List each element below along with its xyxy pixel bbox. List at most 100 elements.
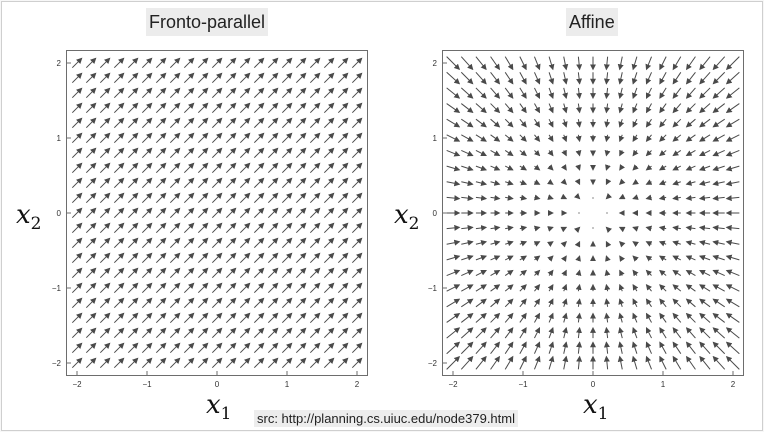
field-arrow <box>295 147 307 159</box>
field-arrow <box>504 298 514 308</box>
field-arrow <box>475 165 488 171</box>
field-arrow <box>561 149 567 157</box>
field-arrow <box>99 252 111 264</box>
field-arrow <box>547 269 554 277</box>
field-arrow <box>323 192 335 204</box>
field-arrow <box>127 222 139 234</box>
field-arrow <box>183 87 195 99</box>
field-arrow <box>253 57 265 69</box>
field-arrow <box>267 87 279 99</box>
field-arrow <box>490 284 501 292</box>
field-arrow <box>685 341 696 355</box>
field-arrow <box>574 240 581 248</box>
field-arrow <box>604 298 611 307</box>
field-arrow <box>239 297 251 309</box>
field-arrow <box>337 252 349 264</box>
field-arrow <box>504 164 514 171</box>
field-arrow <box>99 57 111 69</box>
field-arrow <box>183 177 195 189</box>
field-arrow <box>85 237 97 249</box>
field-arrow <box>323 132 335 144</box>
field-arrow <box>504 87 514 99</box>
field-arrow <box>337 297 349 309</box>
field-arrow <box>155 237 167 249</box>
field-arrow <box>323 162 335 174</box>
field-arrow <box>309 342 321 354</box>
field-arrow <box>99 282 111 294</box>
field-arrow <box>533 269 541 277</box>
field-arrow <box>490 298 501 308</box>
field-arrow <box>155 162 167 174</box>
field-arrow <box>725 195 740 202</box>
field-arrow <box>533 355 541 370</box>
field-arrow <box>547 194 554 200</box>
field-arrow <box>295 192 307 204</box>
field-arrow <box>560 255 567 262</box>
field-arrow <box>169 342 181 354</box>
field-arrow <box>672 72 682 85</box>
field-arrow <box>533 241 541 247</box>
field-arrow <box>534 327 540 339</box>
field-arrow <box>712 341 726 355</box>
field-arrow <box>604 87 610 100</box>
y-tick-label: 2 <box>433 59 438 68</box>
field-arrow <box>169 297 181 309</box>
field-arrow <box>533 149 541 157</box>
field-arrow <box>85 117 97 129</box>
field-arrow <box>685 103 696 114</box>
field-arrow <box>155 357 167 369</box>
field-arrow <box>547 118 554 128</box>
field-arrow <box>281 342 293 354</box>
field-arrow <box>632 226 639 232</box>
field-arrow <box>712 134 725 142</box>
field-arrow <box>253 177 265 189</box>
field-arrow <box>534 298 541 308</box>
field-arrow <box>309 72 321 84</box>
field-arrow <box>646 87 652 99</box>
field-arrow <box>71 72 83 84</box>
field-arrow <box>475 71 487 85</box>
y-axis-label-right-var: x <box>394 200 409 230</box>
field-arrow <box>113 237 125 249</box>
field-arrow <box>253 267 265 279</box>
field-arrow <box>323 237 335 249</box>
field-arrow <box>699 270 711 276</box>
field-arrow <box>446 103 461 114</box>
y-axis-label-left-sub: 2 <box>30 214 42 234</box>
field-arrow <box>504 269 514 276</box>
field-arrow <box>295 237 307 249</box>
field-arrow <box>169 252 181 264</box>
field-arrow <box>460 312 474 323</box>
field-arrow <box>725 355 740 370</box>
field-arrow <box>672 118 682 128</box>
field-arrow <box>548 326 554 339</box>
field-arrow <box>534 72 541 85</box>
field-arrow <box>337 357 349 369</box>
field-arrow <box>323 342 335 354</box>
field-arrow <box>127 282 139 294</box>
field-arrow <box>698 225 711 231</box>
field-arrow <box>685 298 696 308</box>
field-arrow <box>183 282 195 294</box>
field-arrow <box>632 326 638 339</box>
x-axis-label-right-var: x <box>583 390 598 420</box>
field-arrow <box>169 87 181 99</box>
field-arrow <box>619 255 626 262</box>
field-arrow <box>519 72 527 85</box>
field-arrow <box>490 103 501 114</box>
field-arrow <box>645 269 653 277</box>
field-arrow <box>475 255 488 261</box>
field-arrow <box>712 269 725 276</box>
field-arrow <box>281 57 293 69</box>
field-arrow <box>295 87 307 99</box>
field-arrow <box>548 103 554 114</box>
field-arrow <box>461 118 474 128</box>
field-arrow <box>141 207 153 219</box>
field-arrow <box>632 149 639 157</box>
field-arrow <box>604 269 611 277</box>
field-arrow <box>155 282 167 294</box>
field-arrow <box>685 150 696 157</box>
field-arrow <box>85 357 97 369</box>
field-arrow <box>197 222 209 234</box>
field-arrow <box>562 326 568 339</box>
